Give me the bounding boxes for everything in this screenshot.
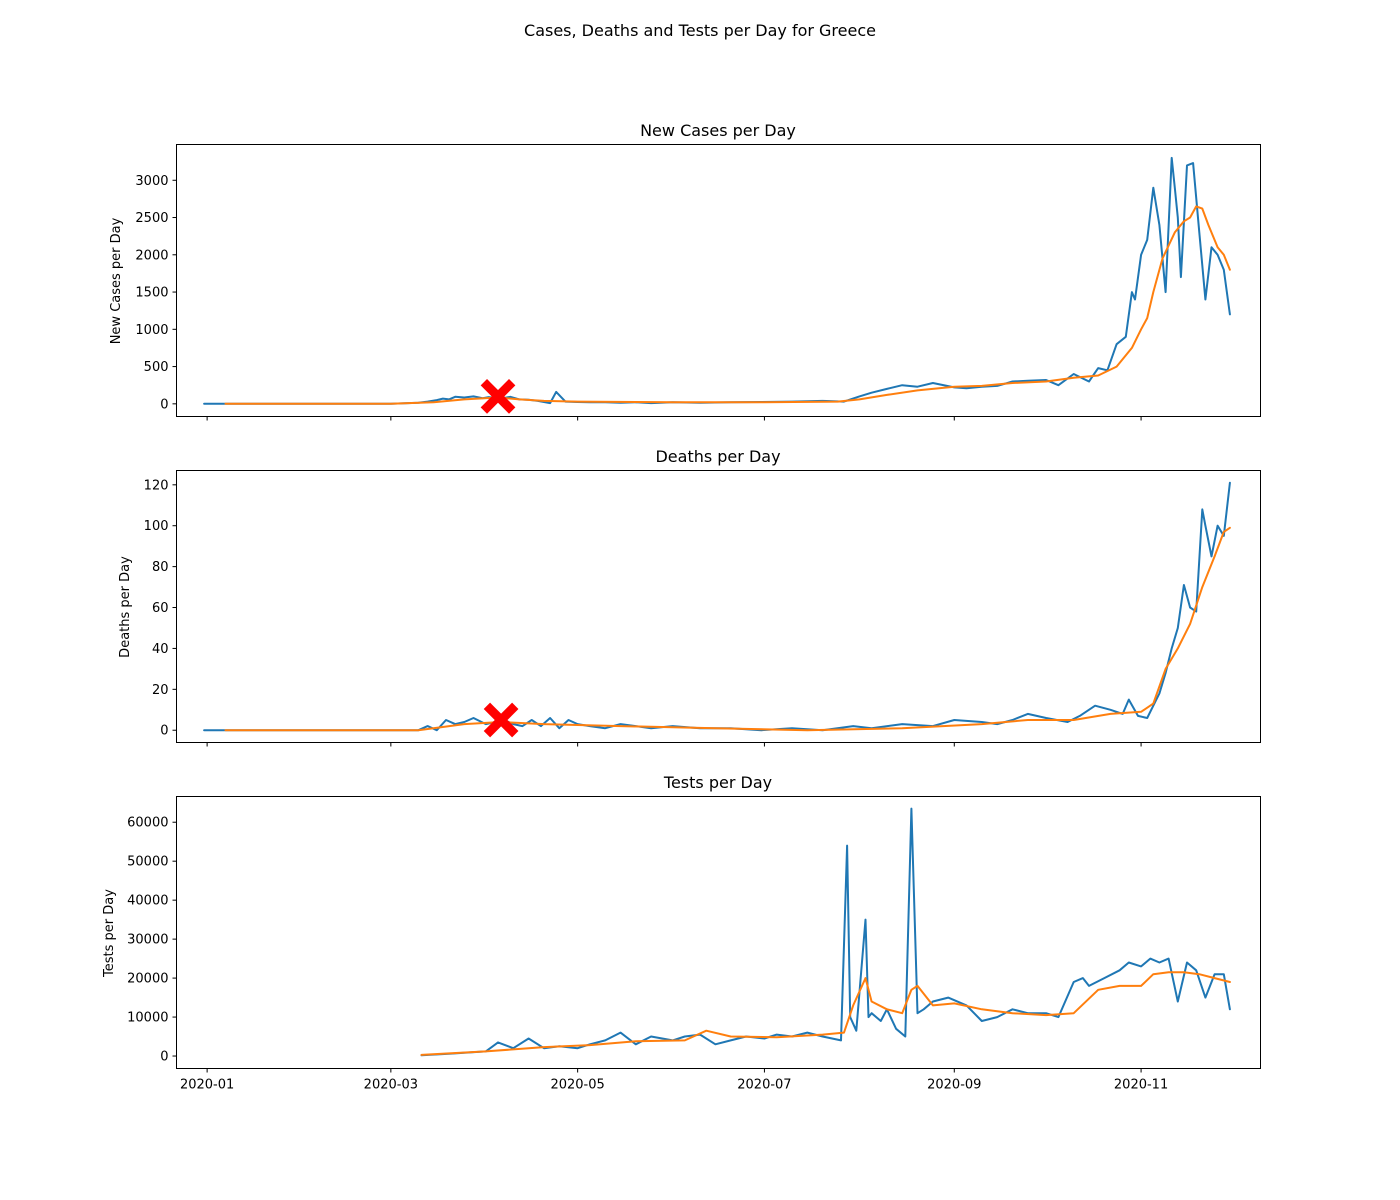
y-tick-label: 10000 <box>127 1011 168 1026</box>
y-axis-label: New Cases per Day <box>109 217 124 344</box>
y-tick-label: 100 <box>144 519 169 534</box>
panel-title: Tests per Day <box>663 773 772 792</box>
y-tick-label: 40000 <box>127 894 168 909</box>
panel-title: New Cases per Day <box>640 121 796 140</box>
x-tick-label: 2020-07 <box>737 1078 791 1093</box>
y-tick-label: 1000 <box>135 323 168 338</box>
x-tick-label: 2020-09 <box>927 1078 981 1093</box>
x-tick-label: 2020-03 <box>364 1078 418 1093</box>
y-tick-label: 30000 <box>127 933 168 948</box>
y-tick-label: 50000 <box>127 855 168 870</box>
y-tick-label: 20000 <box>127 972 168 987</box>
y-tick-label: 2500 <box>135 211 168 226</box>
x-tick-label: 2020-01 <box>180 1078 234 1093</box>
panel-title: Deaths per Day <box>655 447 780 466</box>
y-tick-label: 20 <box>152 683 169 698</box>
y-tick-label: 0 <box>160 1050 168 1065</box>
x-tick-label: 2020-11 <box>1114 1078 1168 1093</box>
y-tick-label: 500 <box>144 360 169 375</box>
y-axis-label: Tests per Day <box>102 889 117 978</box>
y-tick-label: 40 <box>152 642 169 657</box>
y-tick-label: 0 <box>160 397 168 412</box>
y-tick-label: 2000 <box>135 248 168 263</box>
figure-suptitle: Cases, Deaths and Tests per Day for Gree… <box>524 21 876 40</box>
y-tick-label: 3000 <box>135 174 168 189</box>
y-tick-label: 60 <box>152 601 169 616</box>
x-tick-label: 2020-05 <box>550 1078 604 1093</box>
y-tick-label: 1500 <box>135 286 168 301</box>
y-tick-label: 60000 <box>127 816 168 831</box>
y-tick-label: 80 <box>152 560 169 575</box>
y-axis-label: Deaths per Day <box>118 556 133 658</box>
y-tick-label: 0 <box>160 724 168 739</box>
y-tick-label: 120 <box>144 478 169 493</box>
